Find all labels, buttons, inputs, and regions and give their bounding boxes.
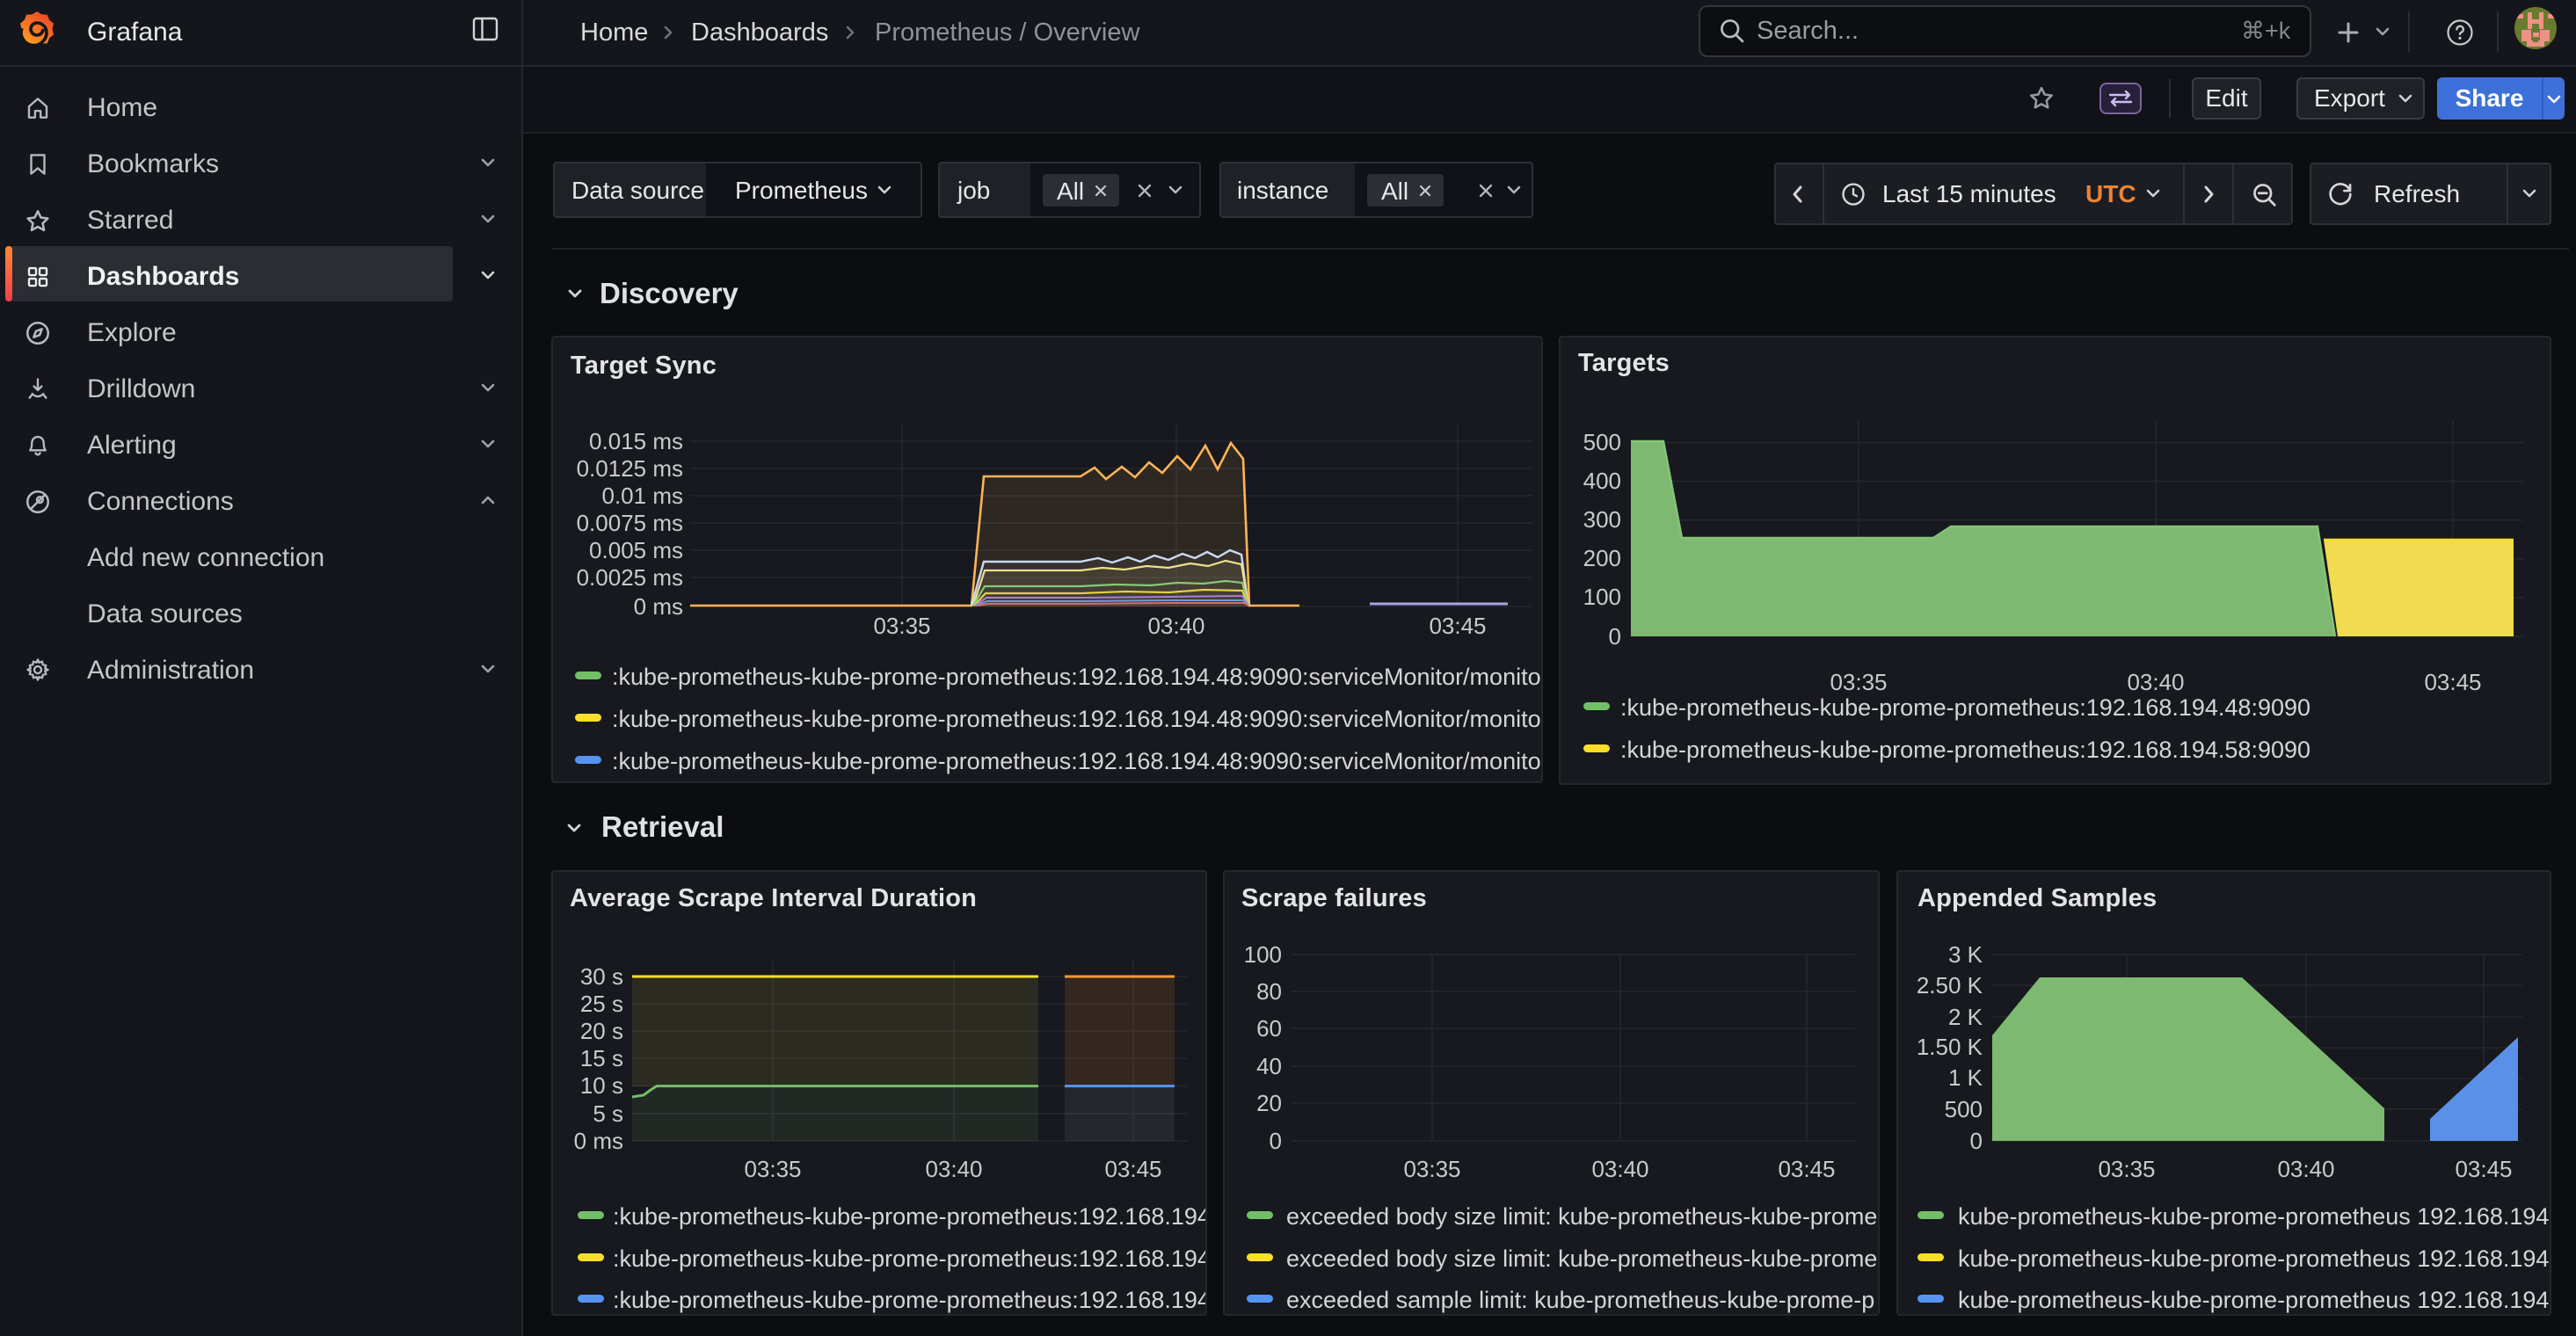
svg-text:10 s: 10 s	[580, 1072, 623, 1099]
svg-text:0.0075 ms: 0.0075 ms	[577, 510, 683, 536]
svg-text:1 K: 1 K	[1948, 1064, 1983, 1091]
svg-text:0 ms: 0 ms	[634, 593, 683, 620]
svg-text:100: 100	[1244, 941, 1282, 968]
svg-text:40: 40	[1256, 1053, 1282, 1079]
svg-text:0.015 ms: 0.015 ms	[589, 428, 683, 454]
svg-text:03:35: 03:35	[744, 1156, 801, 1182]
svg-text:200: 200	[1583, 545, 1621, 571]
svg-text:0.0125 ms: 0.0125 ms	[577, 455, 683, 482]
svg-text:0: 0	[1270, 1128, 1282, 1154]
svg-text:25 s: 25 s	[580, 991, 623, 1017]
svg-text:400: 400	[1583, 468, 1621, 494]
svg-text:2.50 K: 2.50 K	[1917, 972, 1983, 998]
svg-text:500: 500	[1945, 1096, 1983, 1122]
svg-text:100: 100	[1583, 584, 1621, 610]
svg-text:20 s: 20 s	[580, 1018, 623, 1044]
svg-text:15 s: 15 s	[580, 1045, 623, 1071]
svg-text:0.0025 ms: 0.0025 ms	[577, 564, 683, 591]
svg-text:1.50 K: 1.50 K	[1917, 1034, 1983, 1060]
svg-text:03:45: 03:45	[1429, 613, 1486, 639]
svg-text:03:40: 03:40	[2127, 669, 2184, 695]
svg-text:03:40: 03:40	[2277, 1156, 2334, 1182]
svg-text:30 s: 30 s	[580, 963, 623, 990]
svg-text:03:45: 03:45	[2424, 669, 2481, 695]
svg-text:0: 0	[1970, 1128, 1983, 1154]
svg-text:03:40: 03:40	[1591, 1156, 1648, 1182]
svg-text:03:35: 03:35	[1403, 1156, 1460, 1182]
svg-text:3 K: 3 K	[1948, 941, 1983, 968]
svg-text:300: 300	[1583, 506, 1621, 533]
svg-text:0: 0	[1609, 623, 1621, 650]
svg-text:20: 20	[1256, 1090, 1282, 1116]
svg-text:03:45: 03:45	[1104, 1156, 1161, 1182]
svg-text:60: 60	[1256, 1015, 1282, 1042]
svg-text:2 K: 2 K	[1948, 1004, 1983, 1030]
svg-text:03:40: 03:40	[925, 1156, 982, 1182]
svg-text:03:35: 03:35	[873, 613, 930, 639]
svg-text:500: 500	[1583, 429, 1621, 455]
svg-text:80: 80	[1256, 978, 1282, 1005]
svg-text:03:35: 03:35	[1830, 669, 1887, 695]
svg-text:5 s: 5 s	[593, 1100, 623, 1127]
svg-text:03:45: 03:45	[2455, 1156, 2512, 1182]
svg-text:03:40: 03:40	[1147, 613, 1204, 639]
svg-text:0 ms: 0 ms	[574, 1128, 623, 1154]
svg-text:0.01 ms: 0.01 ms	[602, 483, 684, 509]
svg-text:03:45: 03:45	[1778, 1156, 1835, 1182]
svg-text:0.005 ms: 0.005 ms	[589, 537, 683, 563]
svg-text:03:35: 03:35	[2098, 1156, 2155, 1182]
